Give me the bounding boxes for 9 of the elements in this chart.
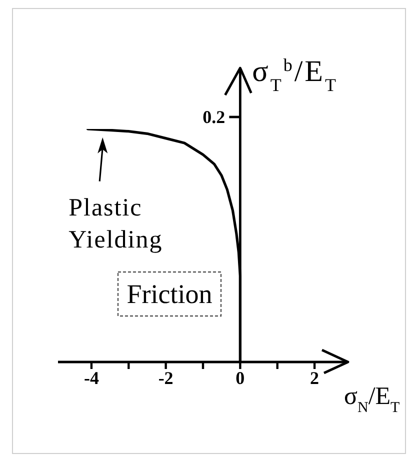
x-axis-title: σ$_{N}$/E$_{T}$ xyxy=(344,383,400,416)
x-tick-label: -2 xyxy=(158,368,174,388)
y-axis-title: σ$_{T}$$^{b}$/E$_{T}$ xyxy=(252,55,338,95)
annotation: Plastic Yielding xyxy=(68,194,163,254)
x-tick-label: 0 xyxy=(236,368,245,388)
text: 0.2 xyxy=(202,107,226,127)
x-tick-label: -4 xyxy=(84,368,99,388)
annotation: Friction xyxy=(126,279,213,309)
x-tick-label: 2 xyxy=(310,368,320,388)
